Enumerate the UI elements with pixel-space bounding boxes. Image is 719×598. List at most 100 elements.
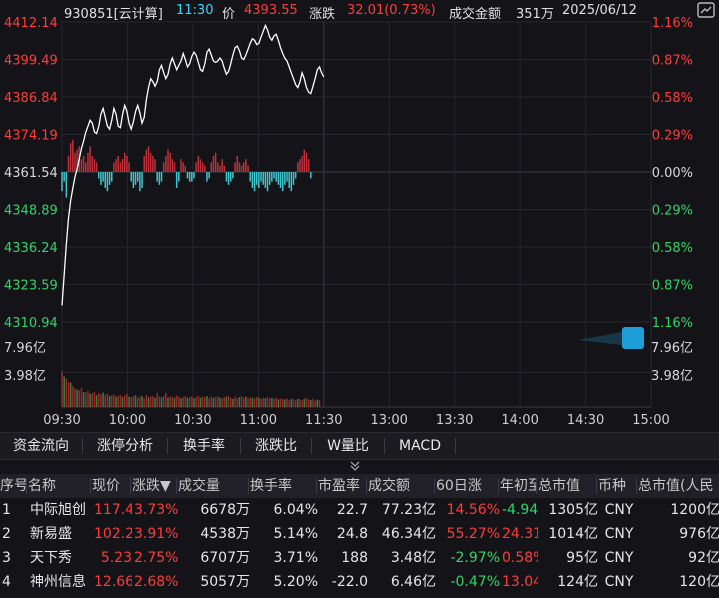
column-header[interactable]: 名称 xyxy=(28,478,56,494)
tab-turnover-rate[interactable]: 换手率 xyxy=(183,438,225,454)
column-header[interactable]: 市盈率 xyxy=(318,478,360,494)
table-cell: 5.20% xyxy=(273,574,318,590)
tab-divider xyxy=(455,438,456,454)
table-cell: 中际旭创 xyxy=(30,502,86,518)
column-divider[interactable] xyxy=(498,478,499,494)
column-header[interactable]: 换手率 xyxy=(250,478,292,494)
table-row[interactable]: 1 中际旭创 117.483.73% 6678万 6.04% 22.7 77.23亿 14.5… xyxy=(0,498,719,522)
table-cell: 46.34亿 xyxy=(381,526,436,542)
column-header[interactable]: 总市值 xyxy=(538,478,580,494)
volume-axis-label: 3.98亿 xyxy=(4,369,46,384)
volume-axis-label: 7.96亿 xyxy=(4,341,46,356)
time-axis-label: 10:00 xyxy=(109,413,146,428)
column-header[interactable]: 币种 xyxy=(598,478,626,494)
table-cell: 14.56% xyxy=(446,502,500,518)
column-divider[interactable] xyxy=(596,478,597,494)
table-cell: 新易盛 xyxy=(30,526,72,542)
tab-advance-decline[interactable]: 涨跌比 xyxy=(255,438,297,454)
tab-fund-flow[interactable]: 资金流向 xyxy=(13,438,69,454)
table-cell: 22.7 xyxy=(336,502,368,518)
table-cell: 976亿 xyxy=(679,526,719,542)
column-header[interactable]: 涨跌▼ xyxy=(132,478,171,494)
table-cell: CNY xyxy=(604,574,634,590)
column-header[interactable]: 总市值(人民 xyxy=(638,478,714,494)
table-cell: 24.8 xyxy=(336,526,368,542)
table-cell: -2.97% xyxy=(450,550,500,566)
price-axis-label: 4412.14 xyxy=(4,16,58,31)
table-cell: 188 xyxy=(341,550,368,566)
price-axis-label: 4336.24 xyxy=(4,241,58,256)
quote-date: 2025/06/12 xyxy=(562,3,637,18)
table-cell: 2 xyxy=(2,526,11,542)
column-divider[interactable] xyxy=(176,478,177,494)
collapse-chevron-icon[interactable] xyxy=(0,459,719,473)
quote-time: 11:30 xyxy=(176,3,214,18)
column-header[interactable]: 年初至 xyxy=(500,478,536,494)
column-header[interactable]: 序号 xyxy=(0,478,26,494)
table-cell: 117.48 xyxy=(94,502,132,518)
fullscreen-icon[interactable] xyxy=(697,2,715,18)
table-row[interactable]: 2 新易盛 102.233.91% 4538万 5.14% 24.8 46.34亿 55.27… xyxy=(0,522,719,546)
time-axis-label: 11:30 xyxy=(305,413,342,428)
column-header[interactable]: 成交量 xyxy=(178,478,220,494)
time-axis-label: 09:30 xyxy=(43,413,80,428)
column-divider[interactable] xyxy=(366,478,367,494)
price-axis-label: 4323.59 xyxy=(4,279,58,294)
price-axis-label: 4374.19 xyxy=(4,129,58,144)
table-cell: 6.04% xyxy=(273,502,318,518)
tab-macd[interactable]: MACD xyxy=(399,438,441,454)
table-cell: 3.48亿 xyxy=(390,550,436,566)
table-cell: 0.58% xyxy=(502,550,538,566)
table-cell: 6678万 xyxy=(200,502,250,518)
table-cell: 5.23 xyxy=(100,550,132,566)
table-row[interactable]: 3 天下秀 5.23 2.75% 6707万 3.71% 188 3.48亿 -2.97% 0.5… xyxy=(0,546,719,570)
table-cell: CNY xyxy=(604,526,634,542)
index-code: 930851[云计算] xyxy=(64,7,163,22)
time-axis-label: 14:00 xyxy=(501,413,538,428)
column-header[interactable]: 60日涨 xyxy=(436,478,482,494)
volume-axis-label: 3.98亿 xyxy=(651,369,693,384)
table-cell: 5057万 xyxy=(200,574,250,590)
table-cell: 3.73% xyxy=(134,502,178,518)
column-divider[interactable] xyxy=(26,478,27,494)
tab-limit-up[interactable]: 涨停分析 xyxy=(97,438,153,454)
table-cell: 1014亿 xyxy=(548,526,598,542)
table-cell: 92亿 xyxy=(688,550,719,566)
price-line xyxy=(61,23,325,306)
tab-volume-ratio[interactable]: W量比 xyxy=(327,438,369,454)
column-divider[interactable] xyxy=(90,478,91,494)
percent-axis-label: 0.58% xyxy=(652,91,693,106)
table-cell: -4.94% xyxy=(502,502,538,518)
table-cell: 6707万 xyxy=(200,550,250,566)
column-divider[interactable] xyxy=(316,478,317,494)
tab-divider xyxy=(82,438,83,454)
price-axis-label: 4310.94 xyxy=(4,316,58,331)
table-cell: 12.66 xyxy=(94,574,132,590)
column-divider[interactable] xyxy=(434,478,435,494)
column-header[interactable]: 现价 xyxy=(92,478,120,494)
price-value: 4393.55 xyxy=(244,3,298,18)
column-divider[interactable] xyxy=(248,478,249,494)
table-cell: 4538万 xyxy=(200,526,250,542)
percent-axis-label: 0.29% xyxy=(652,129,693,144)
percent-axis-label: 0.87% xyxy=(652,279,693,294)
column-divider[interactable] xyxy=(536,478,537,494)
table-cell: CNY xyxy=(604,550,634,566)
table-cell: 24.31% xyxy=(502,526,538,542)
percent-axis-label: 0.29% xyxy=(652,204,693,219)
table-row[interactable]: 4 神州信息 12.66 2.68% 5057万 5.20% -22.0 6.46亿 -0.47… xyxy=(0,570,719,594)
table-cell: 77.23亿 xyxy=(381,502,436,518)
time-axis-label: 10:30 xyxy=(174,413,211,428)
column-divider[interactable] xyxy=(636,478,637,494)
column-header[interactable]: 成交额 xyxy=(368,478,410,494)
table-cell: -0.47% xyxy=(450,574,500,590)
percent-axis-label: 1.16% xyxy=(652,316,693,331)
table-header-row: 序号 名称 现价 涨跌▼ 成交量 换手率 市盈率 成交额 60日涨 年初至 总市值 币种 总市值(人民 xyxy=(0,474,719,498)
table-cell: 神州信息 xyxy=(30,574,86,590)
price-label: 价 xyxy=(222,7,236,22)
table-cell: 2.75% xyxy=(134,550,178,566)
table-cell: 1 xyxy=(2,502,11,518)
table-cell: 102.23 xyxy=(94,526,132,542)
tab-divider xyxy=(240,438,241,454)
column-divider[interactable] xyxy=(130,478,131,494)
